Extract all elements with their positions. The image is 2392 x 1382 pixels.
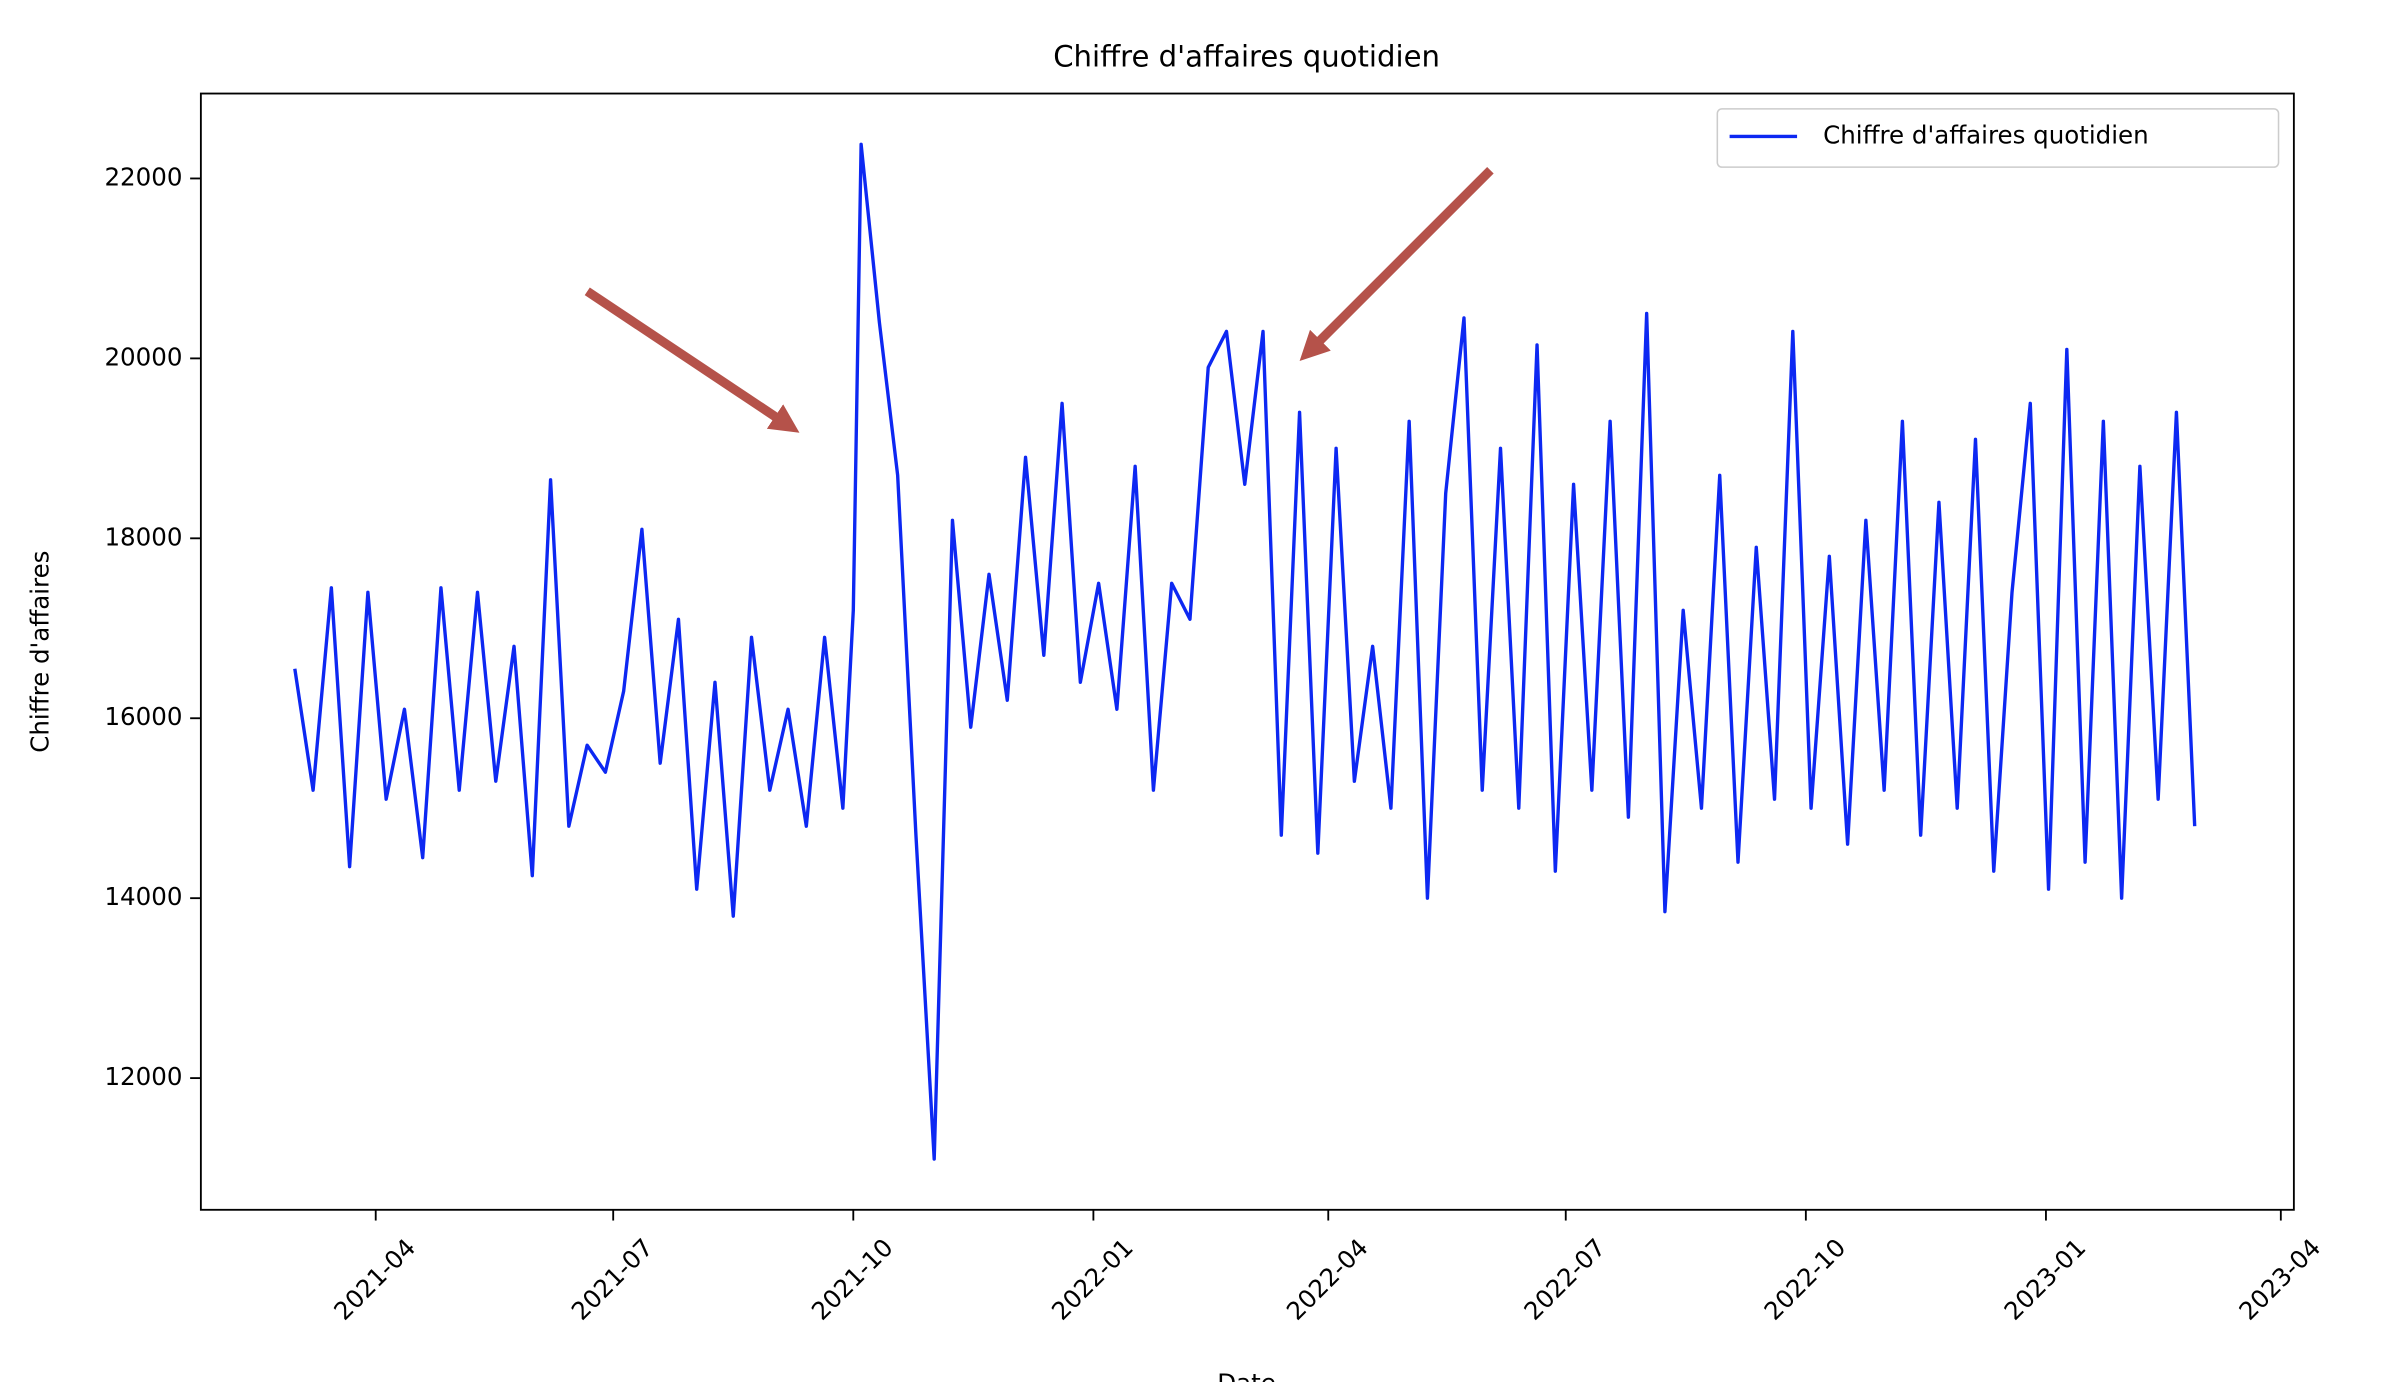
axes-frame — [199, 92, 2295, 1211]
legend: Chiffre d'affaires quotidien — [1716, 108, 2280, 168]
x-axis-label: Date — [1217, 1369, 1276, 1382]
x-tick-label: 2022-10 — [1758, 1233, 1851, 1326]
plot-area — [293, 142, 2197, 1161]
annotation-arrow — [1299, 166, 1494, 361]
y-axis-label: Chiffre d'affaires — [25, 551, 54, 753]
x-tick-label: 2021-04 — [328, 1233, 421, 1326]
x-tick-label: 2023-04 — [2233, 1233, 2326, 1326]
y-tick-label: 18000 — [104, 522, 182, 551]
y-tick-label: 16000 — [104, 702, 182, 731]
legend-label: Chiffre d'affaires quotidien — [1823, 120, 2149, 149]
legend-box — [1716, 108, 2280, 168]
x-tick-label: 2022-07 — [1518, 1233, 1611, 1326]
annotation-arrow — [584, 287, 800, 433]
y-tick-label: 20000 — [104, 342, 182, 371]
y-tick-label: 12000 — [104, 1062, 182, 1091]
line-series — [293, 142, 2197, 1161]
x-tick-label: 2022-04 — [1281, 1233, 1374, 1326]
y-tick-label: 22000 — [104, 162, 182, 191]
x-tick-label: 2022-01 — [1046, 1233, 1139, 1326]
x-tick-label: 2021-07 — [566, 1233, 659, 1326]
chart-title: Chiffre d'affaires quotidien — [1053, 39, 1440, 73]
y-tick-label: 14000 — [104, 882, 182, 911]
x-tick-label: 2021-10 — [806, 1233, 899, 1326]
x-tick-label: 2023-01 — [1998, 1233, 2091, 1326]
